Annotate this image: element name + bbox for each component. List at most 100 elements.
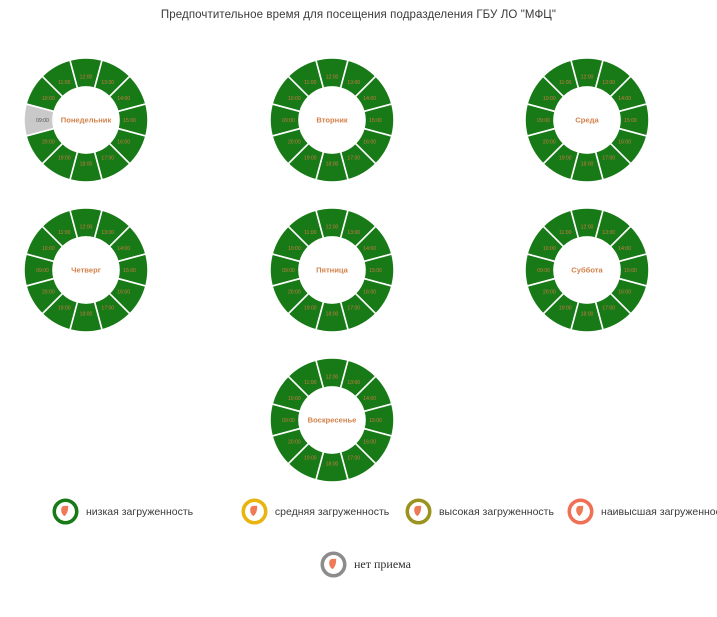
hour-label: 19:00 [58, 155, 71, 161]
hour-label: 20:00 [288, 140, 301, 146]
hour-label: 13:00 [101, 230, 114, 236]
hour-label: 19:00 [304, 155, 317, 161]
mfc-logo-icon [52, 498, 79, 525]
donut-chart-1: 09:00 10:00 11:00 12:00 13:00 14:00 15:00 16:00… [257, 45, 407, 195]
mfc-logo-icon [320, 551, 347, 578]
donut-segment[interactable] [526, 277, 565, 315]
hour-label: 15:00 [369, 118, 382, 124]
hour-label: 09:00 [537, 268, 550, 274]
hour-label: 13:00 [101, 80, 114, 86]
donut-chart-4: 09:00 10:00 11:00 12:00 13:00 14:00 15:00 16:00… [257, 195, 407, 345]
hour-label: 14:00 [363, 396, 376, 402]
hour-label: 15:00 [369, 268, 382, 274]
hour-label: 10:00 [543, 246, 556, 252]
hour-label: 11:00 [58, 80, 71, 86]
donut-chart-6: 09:00 10:00 11:00 12:00 13:00 14:00 15:00 16:00… [257, 345, 407, 495]
hour-label: 15:00 [624, 118, 637, 124]
hour-label: 18:00 [326, 161, 339, 167]
hour-label: 19:00 [559, 305, 572, 311]
hour-label: 09:00 [537, 118, 550, 124]
hour-label: 11:00 [559, 230, 572, 236]
hour-label: 18:00 [581, 311, 594, 317]
hour-label: 10:00 [288, 96, 301, 102]
hour-label: 12:00 [326, 374, 339, 380]
donut-segment[interactable] [25, 277, 64, 315]
hour-label: 16:00 [363, 440, 376, 446]
day-label: Понедельник [61, 116, 112, 125]
hour-label: 14:00 [618, 96, 631, 102]
donut-segment[interactable] [271, 427, 310, 465]
donut-chart-2: 09:00 10:00 11:00 12:00 13:00 14:00 15:00 16:00… [512, 45, 662, 195]
mfc-logo-icon [405, 498, 432, 525]
legend-item-label: высокая загруженность [438, 505, 554, 518]
hour-label: 12:00 [581, 224, 594, 230]
donut-chart-3: 09:00 10:00 11:00 12:00 13:00 14:00 15:00 16:00… [11, 195, 161, 345]
hour-label: 16:00 [363, 290, 376, 296]
hour-label: 20:00 [288, 290, 301, 296]
day-label: Среда [575, 116, 599, 125]
hour-label: 10:00 [543, 96, 556, 102]
hour-label: 18:00 [80, 161, 93, 167]
hour-label: 12:00 [80, 224, 93, 230]
hour-label: 20:00 [288, 440, 301, 446]
donut-segment[interactable] [271, 127, 310, 165]
legend-item-high[interactable]: высокая загруженность [405, 498, 567, 525]
donut-segment[interactable] [271, 277, 310, 315]
hour-label: 12:00 [326, 74, 339, 80]
donut-chart-5: 09:00 10:00 11:00 12:00 13:00 14:00 15:00 16:00… [512, 195, 662, 345]
hour-label: 18:00 [581, 161, 594, 167]
hour-label: 16:00 [618, 140, 631, 146]
donut-segment[interactable] [25, 127, 64, 165]
hour-label: 14:00 [618, 246, 631, 252]
hour-label: 11:00 [58, 230, 71, 236]
hour-label: 13:00 [347, 80, 360, 86]
legend-item-no-reception[interactable]: нет приема [320, 551, 411, 578]
hour-label: 14:00 [117, 246, 130, 252]
hour-label: 11:00 [304, 380, 317, 386]
hour-label: 16:00 [117, 290, 130, 296]
hour-label: 11:00 [304, 230, 317, 236]
hour-label: 14:00 [363, 96, 376, 102]
hour-label: 17:00 [602, 305, 615, 311]
hour-label: 13:00 [347, 230, 360, 236]
hour-label: 16:00 [117, 140, 130, 146]
hour-label: 12:00 [80, 74, 93, 80]
legend-item-label: наивысшая загруженность [601, 505, 717, 518]
hour-label: 19:00 [58, 305, 71, 311]
hour-label: 20:00 [543, 140, 556, 146]
hour-label: 18:00 [326, 311, 339, 317]
hour-label: 18:00 [326, 461, 339, 467]
legend-item-highest[interactable]: наивысшая загруженность [567, 498, 717, 525]
hour-label: 10:00 [288, 246, 301, 252]
legend-item-low[interactable]: низкая загруженность [52, 498, 241, 525]
hour-label: 15:00 [123, 118, 136, 124]
hour-label: 12:00 [581, 74, 594, 80]
legend-item-medium[interactable]: средняя загруженность [241, 498, 405, 525]
hour-label: 20:00 [543, 290, 556, 296]
hour-label: 13:00 [347, 380, 360, 386]
hour-label: 09:00 [282, 268, 295, 274]
donut-chart-0: 09:00 10:00 11:00 12:00 13:00 14:00 15:00 16:00… [11, 45, 161, 195]
hour-label: 10:00 [42, 246, 55, 252]
hour-label: 10:00 [42, 96, 55, 102]
hour-label: 12:00 [326, 224, 339, 230]
legend: низкая загруженность средняя загруженнос… [0, 498, 717, 578]
donut-segment[interactable] [526, 127, 565, 165]
legend-item-label: низкая загруженность [86, 505, 194, 518]
hour-label: 15:00 [123, 268, 136, 274]
legend-item-label: нет приема [354, 557, 411, 571]
hour-label: 13:00 [602, 230, 615, 236]
mfc-logo-icon [241, 498, 268, 525]
hour-label: 09:00 [282, 418, 295, 424]
hour-label: 19:00 [559, 155, 572, 161]
legend-row-no-reception: нет приема [0, 551, 717, 578]
hour-label: 20:00 [42, 140, 55, 146]
donut-charts-grid: 09:00 10:00 11:00 12:00 13:00 14:00 15:00 16:00… [0, 40, 717, 495]
hour-label: 14:00 [363, 246, 376, 252]
hour-label: 17:00 [602, 155, 615, 161]
hour-label: 11:00 [559, 80, 572, 86]
day-label: Пятница [316, 266, 349, 275]
hour-label: 17:00 [347, 455, 360, 461]
day-label: Суббота [571, 266, 603, 275]
hour-label: 11:00 [304, 80, 317, 86]
